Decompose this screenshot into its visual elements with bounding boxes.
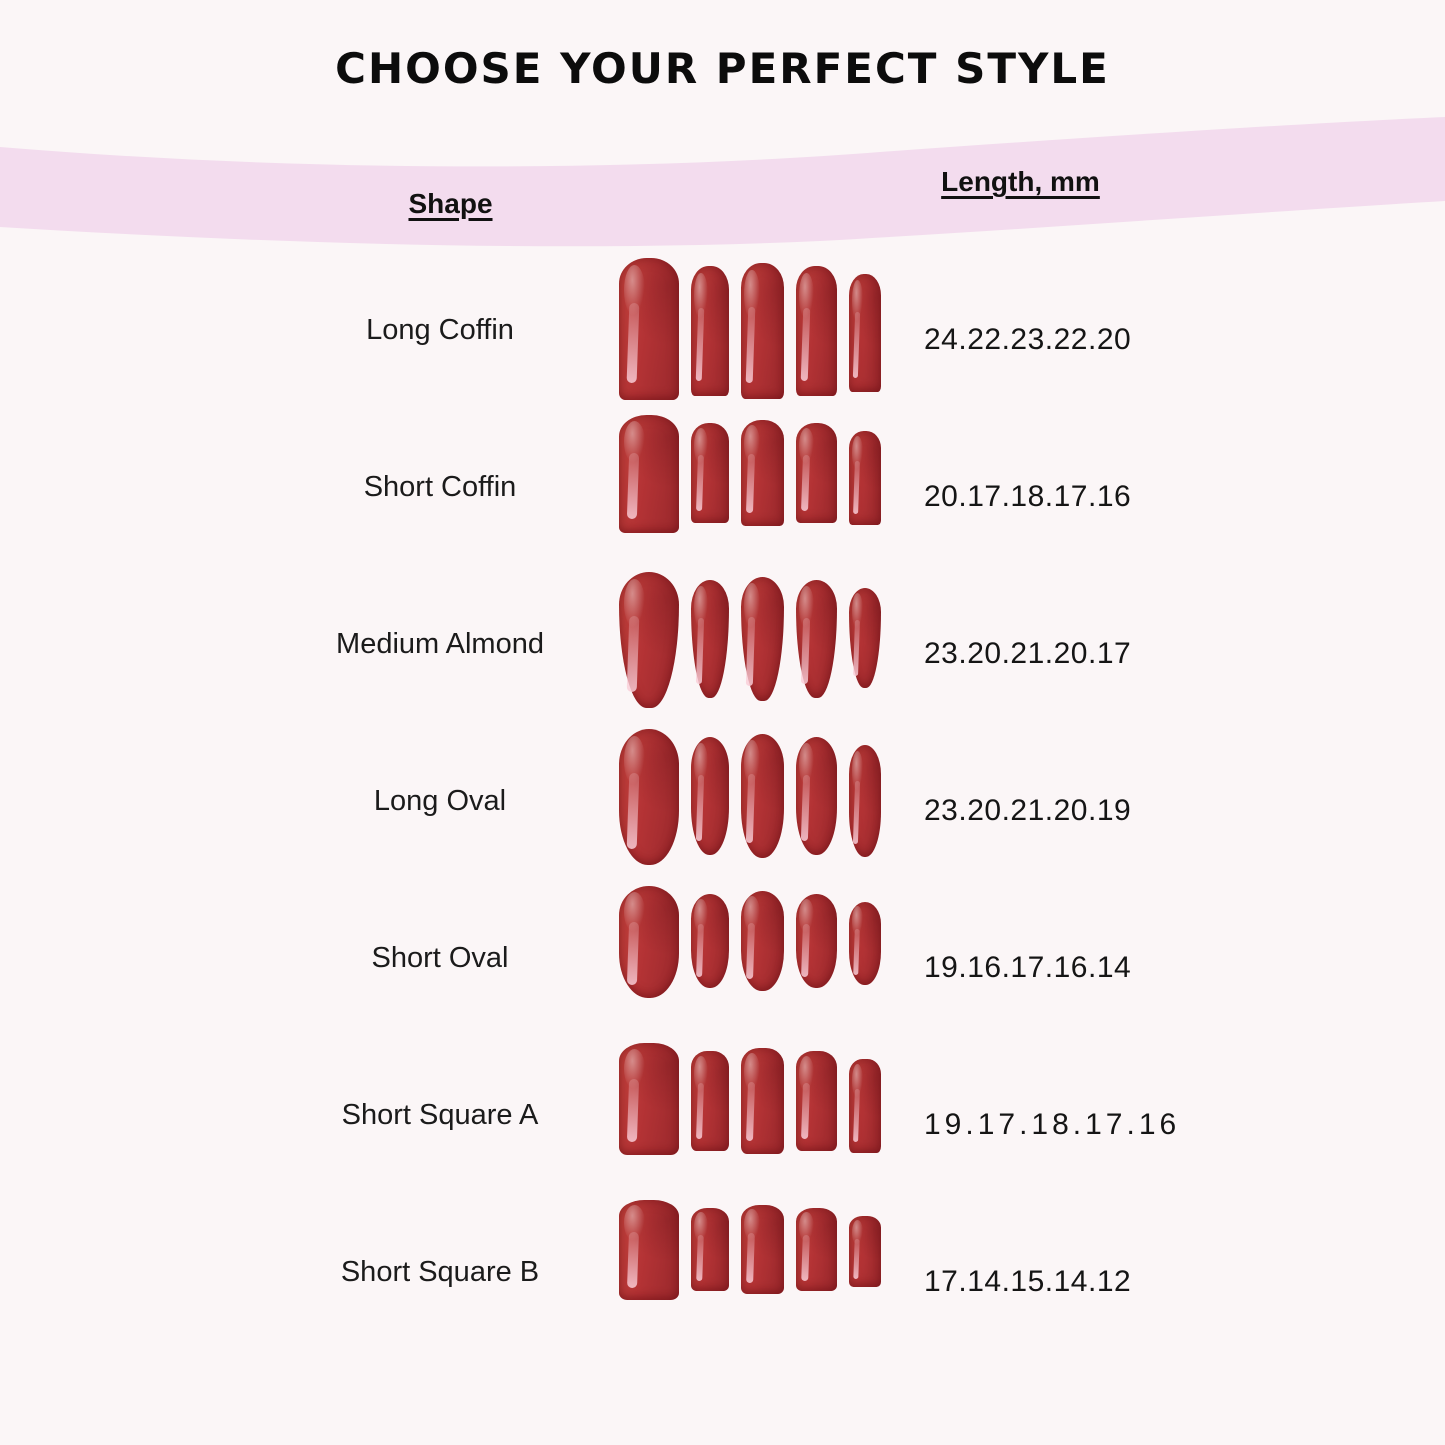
nail-oval bbox=[849, 745, 881, 857]
nail-oval bbox=[849, 902, 881, 985]
nail-oval bbox=[619, 729, 679, 865]
wave-band-path bbox=[0, 117, 1445, 247]
nail-coffin bbox=[849, 431, 881, 525]
nail-coffin bbox=[796, 423, 837, 523]
shape-name: Short Oval bbox=[371, 942, 509, 974]
nail-coffin bbox=[741, 420, 784, 526]
nail-almond bbox=[741, 577, 784, 701]
length-values: 19.17.18.17.16 bbox=[924, 1107, 1181, 1141]
nail-coffin bbox=[796, 266, 837, 396]
length-values: 23.20.21.20.17 bbox=[924, 636, 1132, 670]
nail-square bbox=[796, 1208, 837, 1291]
nail-square bbox=[619, 1043, 679, 1155]
nail-oval bbox=[619, 886, 679, 998]
nail-square bbox=[741, 1048, 784, 1154]
nail-almond bbox=[619, 572, 679, 708]
nail-set-photo bbox=[600, 1037, 900, 1155]
nail-square bbox=[691, 1051, 729, 1151]
nail-set-photo bbox=[600, 409, 900, 533]
shape-name: Short Square B bbox=[340, 1256, 540, 1288]
wave-band bbox=[0, 117, 1445, 247]
style-row: Long Coffin 24.22.23.22.20 bbox=[0, 252, 1445, 409]
shape-name: Medium Almond bbox=[336, 628, 544, 660]
style-row: Short Coffin 20.17.18.17.16 bbox=[0, 409, 1445, 566]
column-header-length: Length, mm bbox=[941, 166, 1100, 197]
length-values: 19.16.17.16.14 bbox=[924, 950, 1132, 984]
nail-square bbox=[849, 1059, 881, 1153]
nail-square bbox=[619, 1200, 679, 1300]
nail-coffin bbox=[619, 415, 679, 533]
column-header-shape: Shape bbox=[408, 188, 493, 219]
shape-name: Long Oval bbox=[373, 785, 507, 817]
nail-oval bbox=[796, 737, 837, 855]
length-values: 23.20.21.20.19 bbox=[924, 793, 1132, 827]
style-rows: Long Coffin 24.22.23.22.20 Short Coffin … bbox=[0, 252, 1445, 1351]
nail-almond bbox=[691, 580, 729, 698]
nail-set-photo bbox=[600, 880, 900, 998]
nail-coffin bbox=[691, 266, 729, 396]
length-values: 24.22.23.22.20 bbox=[924, 322, 1132, 356]
nail-oval bbox=[691, 737, 729, 855]
length-values: 20.17.18.17.16 bbox=[924, 479, 1132, 513]
shape-name: Long Coffin bbox=[366, 314, 514, 346]
page-title: CHOOSE YOUR PERFECT STYLE bbox=[335, 44, 1110, 93]
nail-square bbox=[741, 1205, 784, 1294]
nail-oval bbox=[741, 891, 784, 991]
nail-set-photo bbox=[600, 566, 900, 708]
style-row: Short Square B 17.14.15.14.12 bbox=[0, 1194, 1445, 1351]
nail-coffin bbox=[741, 263, 784, 399]
nail-square bbox=[691, 1208, 729, 1291]
nail-coffin bbox=[691, 423, 729, 523]
nail-coffin bbox=[849, 274, 881, 392]
nail-coffin bbox=[619, 258, 679, 400]
nail-oval bbox=[741, 734, 784, 858]
shape-name: Short Square A bbox=[341, 1099, 539, 1131]
nail-oval bbox=[691, 894, 729, 988]
nail-set-photo bbox=[600, 252, 900, 400]
style-row: Short Oval 19.16.17.16.14 bbox=[0, 880, 1445, 1037]
style-row: Medium Almond 23.20.21.20.17 bbox=[0, 566, 1445, 723]
style-row: Long Oval 23.20.21.20.19 bbox=[0, 723, 1445, 880]
nail-set-photo bbox=[600, 723, 900, 865]
nail-square bbox=[849, 1216, 881, 1287]
nail-oval bbox=[796, 894, 837, 988]
nail-almond bbox=[796, 580, 837, 698]
style-row: Short Square A 19.17.18.17.16 bbox=[0, 1037, 1445, 1194]
nail-almond bbox=[849, 588, 881, 688]
length-values: 17.14.15.14.12 bbox=[924, 1264, 1132, 1298]
nail-square bbox=[796, 1051, 837, 1151]
nail-set-photo bbox=[600, 1194, 900, 1300]
shape-name: Short Coffin bbox=[363, 471, 517, 503]
